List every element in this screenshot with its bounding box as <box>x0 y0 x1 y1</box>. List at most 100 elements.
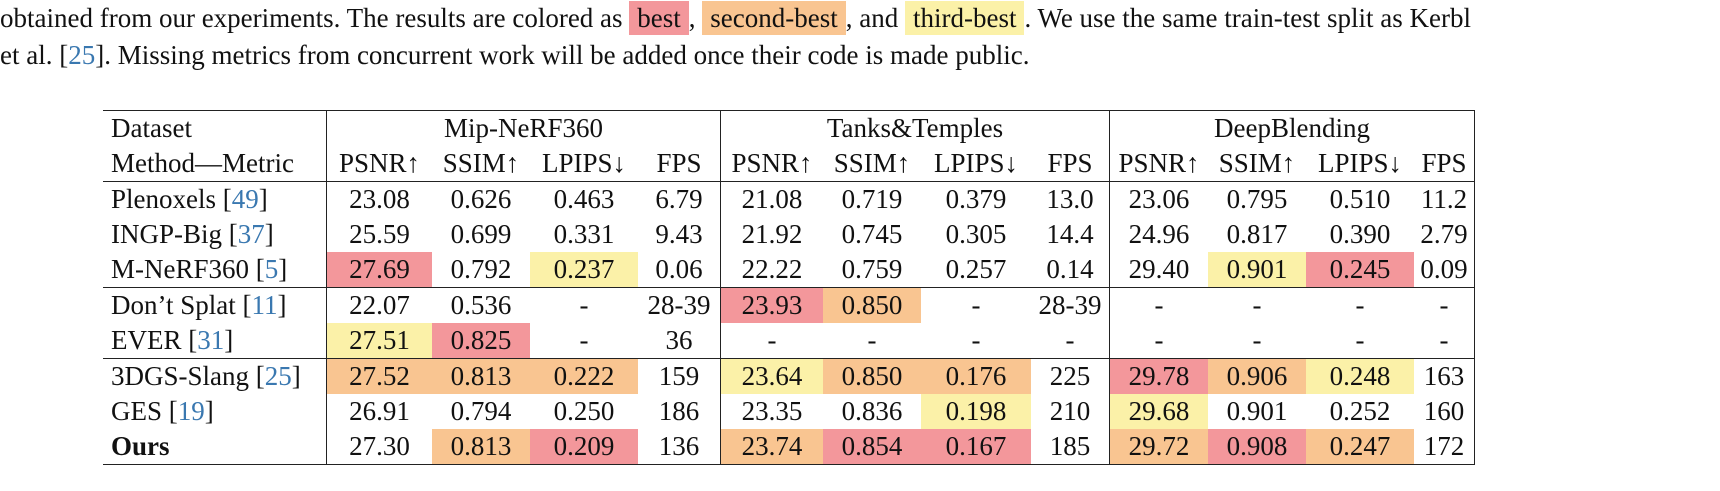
table-row: EVER [31] 27.51 0.825 - 36 - - - - - - - - <box>103 323 1475 359</box>
metric-value: - <box>530 287 638 323</box>
header-dataset: Dataset <box>103 110 327 146</box>
metric-fps: FPS <box>638 146 721 182</box>
method-label: Ours <box>111 431 170 461</box>
metric-value: 0.699 <box>450 219 512 249</box>
table-row: Plenoxels [49] 23.08 0.626 0.463 6.79 21.08 0.… <box>103 181 1475 217</box>
metric-value: 28-39 <box>638 287 721 323</box>
metric-value: 21.08 <box>720 181 823 217</box>
metric-value: 0.908 <box>1208 429 1306 465</box>
citation-link[interactable]: 37 <box>237 219 265 249</box>
caption-text: ]. Missing metrics from concurrent work … <box>95 40 1030 70</box>
citation-link[interactable]: 5 <box>264 254 279 284</box>
metric-value: 0.167 <box>921 429 1031 465</box>
metric-value: 0.719 <box>823 181 921 217</box>
metric-psnr: PSNR↑ <box>1118 148 1200 178</box>
metric-value: - <box>971 325 981 355</box>
method-label: 3DGS-Slang <box>111 361 250 391</box>
method-name: 3DGS-Slang [25] <box>103 358 327 394</box>
citation-link[interactable]: 19 <box>177 396 205 426</box>
citation-link[interactable]: 25 <box>264 361 292 391</box>
metric-value: 210 <box>1031 394 1110 429</box>
method-name: M-NeRF360 [5] <box>103 252 327 288</box>
metric-value: 23.93 <box>720 287 823 323</box>
method-label: INGP-Big <box>111 219 223 249</box>
dataset-deepblending: DeepBlending <box>1109 110 1475 146</box>
method-name: EVER [31] <box>103 323 327 359</box>
metric-value: 29.72 <box>1109 429 1208 465</box>
metric-value: 0.247 <box>1306 429 1414 465</box>
metric-value: 0.305 <box>945 219 1007 249</box>
metric-value: 0.792 <box>450 254 512 284</box>
metric-psnr: PSNR↑ <box>731 148 813 178</box>
metric-lpips: LPIPS↓ <box>541 148 627 178</box>
metric-value: 0.09 <box>1414 252 1475 288</box>
metric-value: 0.901 <box>1208 252 1306 288</box>
metric-value: - <box>1414 287 1475 323</box>
metric-value: - <box>867 325 877 355</box>
metric-value: 22.22 <box>741 254 803 284</box>
metric-value: 29.40 <box>1128 254 1190 284</box>
metric-ssim: SSIM↑ <box>442 148 520 178</box>
metric-value: 0.795 <box>1208 181 1306 217</box>
metric-value: 0.250 <box>553 396 615 426</box>
metric-value: 6.79 <box>638 181 721 217</box>
caption: obtained from our experiments. The resul… <box>0 0 1720 74</box>
metric-value: 0.257 <box>945 254 1007 284</box>
metric-value: 24.96 <box>1128 219 1190 249</box>
metric-value: 0.06 <box>638 252 721 288</box>
metric-value: 0.850 <box>823 358 921 394</box>
legend-best: best <box>629 1 689 35</box>
caption-sep: , and <box>845 3 899 33</box>
metric-value: 11.2 <box>1414 181 1475 217</box>
metric-value: 172 <box>1414 429 1475 465</box>
metric-value: 0.222 <box>530 358 638 394</box>
metric-value: 14.4 <box>1031 217 1110 252</box>
metric-value: 0.331 <box>553 219 615 249</box>
method-label: GES <box>111 396 163 426</box>
table-row: Ours 27.30 0.813 0.209 136 23.74 0.854 0.167 185… <box>103 429 1475 465</box>
metric-value: 23.35 <box>741 396 803 426</box>
citation-link[interactable]: 11 <box>251 290 278 320</box>
metric-value: 0.390 <box>1329 219 1391 249</box>
method-label: Don’t Splat <box>111 290 236 320</box>
metric-value: 0.794 <box>450 396 512 426</box>
caption-sep: , <box>688 3 696 33</box>
method-name: Don’t Splat [11] <box>103 287 327 323</box>
metric-value: 0.245 <box>1306 252 1414 288</box>
table-row: Don’t Splat [11] 22.07 0.536-28-39 23.93 0.8… <box>103 287 1475 323</box>
metric-value: 27.51 <box>326 323 432 359</box>
method-name: Plenoxels [49] <box>103 181 327 217</box>
method-label: Plenoxels <box>111 184 216 214</box>
metric-value: - <box>1208 287 1306 323</box>
metric-value: 0.536 <box>432 287 530 323</box>
metric-ssim: SSIM↑ <box>1218 148 1296 178</box>
caption-text: obtained from our experiments. The resul… <box>0 3 623 33</box>
metric-value: 186 <box>638 394 721 429</box>
metric-value: - <box>1154 325 1164 355</box>
caption-text: . We use the same train-test split as Ke… <box>1024 3 1471 33</box>
citation-link[interactable]: 25 <box>68 40 96 70</box>
metric-value: 0.906 <box>1208 358 1306 394</box>
citation-link[interactable]: 49 <box>231 184 259 214</box>
metric-value: 0.836 <box>841 396 903 426</box>
metric-value: - <box>767 325 777 355</box>
caption-line-1: obtained from our experiments. The resul… <box>0 0 1720 37</box>
metric-value: - <box>1414 323 1475 359</box>
metric-value: 225 <box>1031 358 1110 394</box>
metric-value: 0.901 <box>1226 396 1288 426</box>
method-name: GES [19] <box>103 394 327 429</box>
method-label: M-NeRF360 <box>111 254 250 284</box>
metric-fps: FPS <box>1031 146 1110 182</box>
method-label: EVER <box>111 325 182 355</box>
metric-value: 27.52 <box>326 358 432 394</box>
metric-value: 0.510 <box>1306 181 1414 217</box>
metric-value: 23.64 <box>720 358 823 394</box>
citation-link[interactable]: 31 <box>197 325 225 355</box>
metric-value: - <box>921 287 1031 323</box>
caption-line-2: et al. [25]. Missing metrics from concur… <box>0 37 1720 74</box>
metric-value: 185 <box>1031 429 1110 465</box>
metric-value: 22.07 <box>326 287 432 323</box>
metric-value: 0.626 <box>432 181 530 217</box>
header-row-metrics: Method—Metric PSNR↑ SSIM↑ LPIPS↓ FPS PSN… <box>103 146 1475 182</box>
metric-psnr: PSNR↑ <box>338 148 421 178</box>
